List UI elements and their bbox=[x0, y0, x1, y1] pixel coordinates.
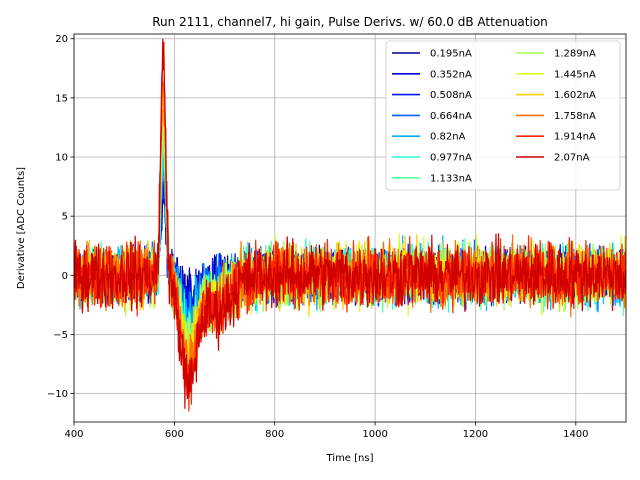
x-tick-label: 400 bbox=[64, 429, 83, 440]
legend-label: 1.289nA bbox=[554, 49, 596, 60]
y-tick-label: 5 bbox=[62, 212, 68, 223]
y-tick-label: −5 bbox=[53, 330, 68, 341]
legend-label: 1.445nA bbox=[554, 69, 596, 80]
y-tick-label: 0 bbox=[62, 271, 68, 282]
axis-ticks: 400 600 800 1000 1200 1400 −10 −5 0 5 10 15 20 bbox=[47, 34, 589, 440]
legend-label: 0.508nA bbox=[430, 90, 472, 101]
legend-label: 1.602nA bbox=[554, 90, 596, 101]
plot-frame bbox=[73, 33, 627, 423]
legend-label: 1.914nA bbox=[554, 132, 596, 143]
legend: 0.195nA 0.352nA 0.508nA 0.664nA 0.82nA 0.977n… bbox=[385, 40, 621, 191]
x-tick-label: 600 bbox=[165, 429, 184, 440]
legend-label: 0.82nA bbox=[430, 132, 466, 143]
x-tick-label: 1200 bbox=[463, 429, 488, 440]
x-tick-label: 800 bbox=[265, 429, 284, 440]
legend-label: 0.977nA bbox=[430, 153, 472, 164]
legend-box bbox=[385, 40, 621, 191]
legend-label: 1.758nA bbox=[554, 111, 596, 122]
y-tick-label: 20 bbox=[55, 34, 68, 45]
x-tick-label: 1000 bbox=[362, 429, 387, 440]
chart-title: Run 2111, channel7, hi gain, Pulse Deriv… bbox=[152, 15, 548, 29]
series-line bbox=[74, 38, 626, 409]
series-lines bbox=[74, 38, 626, 412]
y-tick-label: 15 bbox=[55, 93, 68, 104]
legend-label: 0.664nA bbox=[430, 111, 472, 122]
legend-label: 2.07nA bbox=[554, 153, 590, 164]
legend-label: 1.133nA bbox=[430, 173, 472, 184]
y-tick-label: 10 bbox=[55, 153, 68, 164]
y-axis-label: Derivative [ADC Counts] bbox=[16, 167, 27, 289]
y-tick-label: −10 bbox=[47, 389, 68, 400]
x-axis-label: Time [ns] bbox=[325, 453, 373, 464]
legend-label: 0.195nA bbox=[430, 49, 472, 60]
x-tick-label: 1400 bbox=[563, 429, 588, 440]
legend-label: 0.352nA bbox=[430, 69, 472, 80]
